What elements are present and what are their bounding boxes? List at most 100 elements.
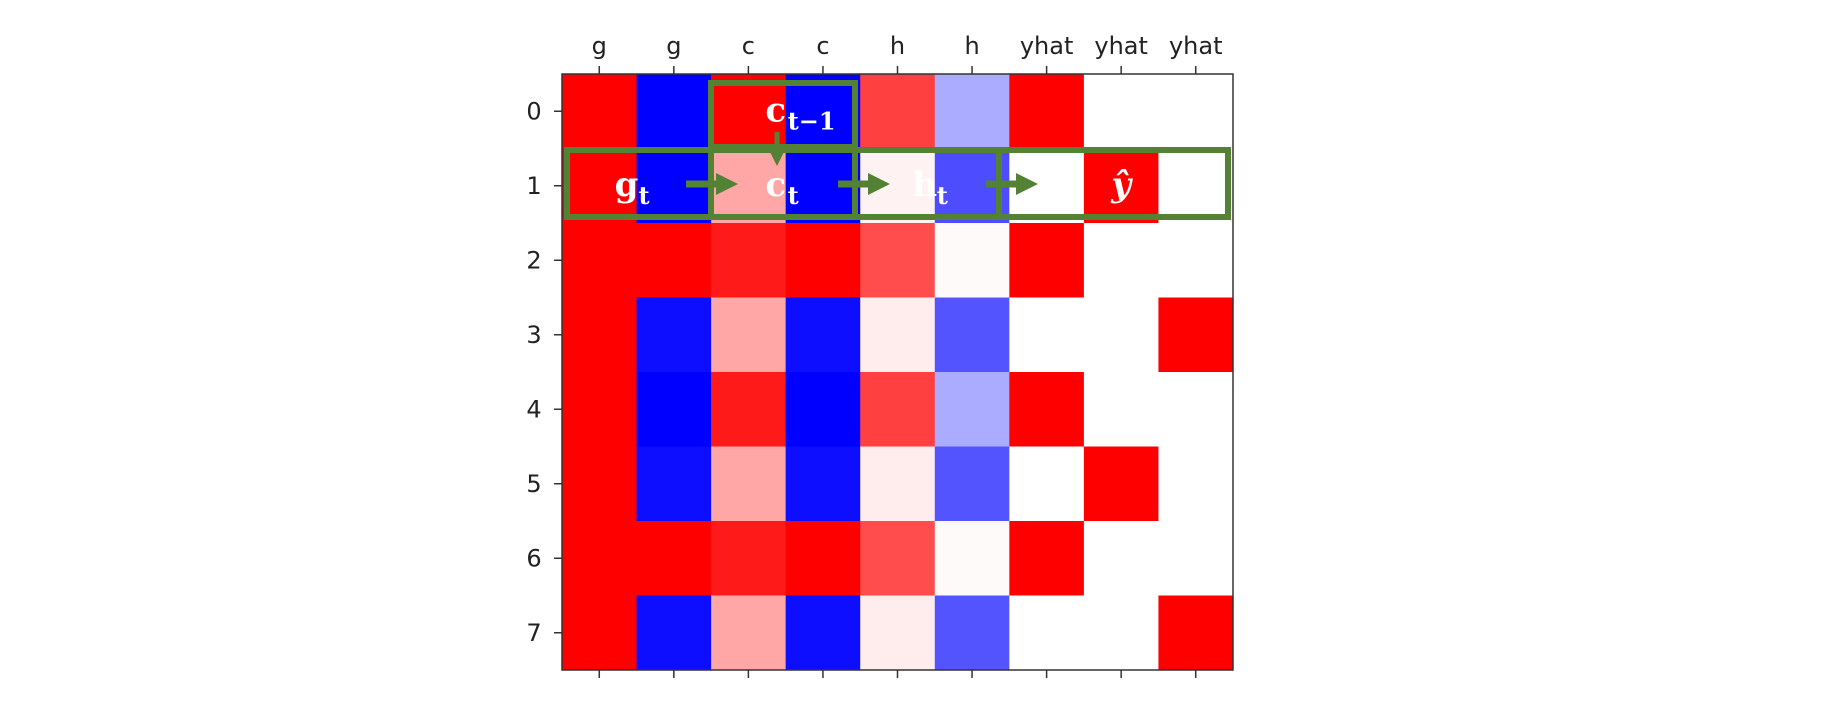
x-tick-label: c (742, 32, 755, 60)
heatmap-cell-r7-c3 (785, 595, 861, 671)
heatmap-cell-r0-c2 (711, 74, 787, 149)
heatmap-cell-r5-c4 (860, 446, 936, 522)
heatmap-cell-r3-c8 (1158, 297, 1234, 373)
x-tick-label: yhat (1169, 32, 1223, 60)
heatmap-cell-r2-c1 (636, 223, 712, 298)
annotation-labels: c t−1g t c t h t ŷ (615, 90, 1134, 210)
heatmap-cell-r6-c0 (562, 521, 638, 596)
heatmap-cell-r2-c6 (1009, 223, 1085, 298)
annotation-label-0: c (765, 90, 786, 130)
heatmap-cell-r4-c1 (636, 372, 712, 447)
annotation-label-4: ŷ (1110, 165, 1133, 205)
annotation-label-2: c (765, 165, 786, 205)
heatmap-cell-r7-c1 (636, 595, 712, 671)
heatmap-cell-r6-c7 (1083, 521, 1159, 596)
heatmap-cell-r4-c6 (1009, 372, 1085, 447)
annotation-subscript-3: t (937, 181, 948, 210)
heatmap-cell-r4-c2 (711, 372, 787, 447)
heatmap-cell-r6-c3 (785, 521, 861, 596)
heatmap-cell-r3-c6 (1009, 297, 1085, 373)
heatmap-cell-r5-c7 (1083, 446, 1159, 522)
heatmap-cell-r2-c8 (1158, 223, 1234, 298)
heatmap-cell-r3-c2 (711, 297, 787, 373)
y-tick-label: 1 (526, 172, 541, 200)
x-tick-label: g (666, 32, 681, 60)
annotation-label-1: g (615, 165, 639, 205)
heatmap-cell-r3-c1 (636, 297, 712, 373)
heatmap-cell-r5-c3 (785, 446, 861, 522)
heatmap-cell-r0-c4 (860, 74, 936, 149)
heatmap-cell-r7-c4 (860, 595, 936, 671)
heatmap-cell-r1-c7 (1083, 148, 1159, 224)
x-tick-label: g (592, 32, 607, 60)
heatmap-cell-r7-c8 (1158, 595, 1234, 671)
x-axis-ticks: g g c c h h yhat yhat yhat (592, 32, 1223, 678)
heatmap-cell-r4-c8 (1158, 372, 1234, 447)
heatmap-cell-r6-c8 (1158, 521, 1234, 596)
x-tick-label: c (816, 32, 829, 60)
heatmap-cell-r6-c6 (1009, 521, 1085, 596)
heatmap-cell-r0-c7 (1083, 74, 1159, 149)
y-tick-label: 4 (526, 395, 541, 423)
heatmap-cell-r4-c5 (934, 372, 1010, 447)
heatmap-cell-r6-c4 (860, 521, 936, 596)
heatmap-cells (562, 74, 1234, 671)
heatmap-cell-r2-c5 (934, 223, 1010, 298)
heatmap-cell-r3-c7 (1083, 297, 1159, 373)
heatmap-cell-r5-c5 (934, 446, 1010, 522)
heatmap-cell-r0-c5 (934, 74, 1010, 149)
x-tick-label: h (964, 32, 979, 60)
annotation-subscript-1: t (639, 181, 650, 210)
heatmap-cell-r7-c5 (934, 595, 1010, 671)
heatmap-cell-r0-c0 (562, 74, 638, 149)
y-tick-label: 6 (526, 544, 541, 572)
y-tick-label: 0 (526, 97, 541, 125)
annotation-subscript-0: t−1 (788, 106, 836, 135)
heatmap-cell-r5-c2 (711, 446, 787, 522)
heatmap-cell-r7-c0 (562, 595, 638, 671)
heatmap-cell-r7-c6 (1009, 595, 1085, 671)
x-tick-label: yhat (1020, 32, 1074, 60)
y-tick-label: 5 (526, 470, 541, 498)
heatmap-cell-r4-c7 (1083, 372, 1159, 447)
heatmap-cell-r3-c5 (934, 297, 1010, 373)
arrow-ht-to-yhat (986, 173, 1038, 195)
heatmap-cell-r4-c3 (785, 372, 861, 447)
annotation-subscript-2: t (788, 181, 799, 210)
heatmap-cell-r2-c0 (562, 223, 638, 298)
heatmap-cell-r1-c0 (562, 148, 638, 224)
heatmap-cell-r0-c6 (1009, 74, 1085, 149)
heatmap-cell-r5-c1 (636, 446, 712, 522)
y-tick-label: 3 (526, 321, 541, 349)
heatmap-cell-r3-c4 (860, 297, 936, 373)
heatmap-cell-r1-c8 (1158, 148, 1234, 224)
y-axis-ticks: 0 1 2 3 4 5 6 7 (526, 97, 562, 647)
arrow-ct-to-ht (838, 173, 890, 195)
heatmap-cell-r5-c8 (1158, 446, 1234, 522)
heatmap-cell-r7-c7 (1083, 595, 1159, 671)
heatmap-cell-r5-c6 (1009, 446, 1085, 522)
heatmap-cell-r3-c3 (785, 297, 861, 373)
heatmap-cell-r4-c4 (860, 372, 936, 447)
heatmap-cell-r0-c3 (785, 74, 861, 149)
annotation-label-3: h (912, 165, 937, 205)
heatmap-cell-r0-c1 (636, 74, 712, 149)
heatmap-cell-r5-c0 (562, 446, 638, 522)
heatmap-cell-r2-c7 (1083, 223, 1159, 298)
heatmap-cell-r2-c3 (785, 223, 861, 298)
heatmap-cell-r6-c2 (711, 521, 787, 596)
down-arrow-icon (769, 150, 785, 166)
heatmap-cell-r7-c2 (711, 595, 787, 671)
heatmap-cell-r6-c1 (636, 521, 712, 596)
heatmap-cell-r2-c2 (711, 223, 787, 298)
y-tick-label: 2 (526, 246, 541, 274)
annotation-overlay: c t−1g t c t h t ŷ (564, 80, 1231, 220)
x-tick-label: yhat (1094, 32, 1148, 60)
heatmap-cell-r3-c0 (562, 297, 638, 373)
heatmap-cell-r2-c4 (860, 223, 936, 298)
x-tick-label: h (890, 32, 905, 60)
heatmap-cell-r4-c0 (562, 372, 638, 447)
heatmap-cell-r6-c5 (934, 521, 1010, 596)
arrow-gt-to-ct (686, 173, 738, 195)
